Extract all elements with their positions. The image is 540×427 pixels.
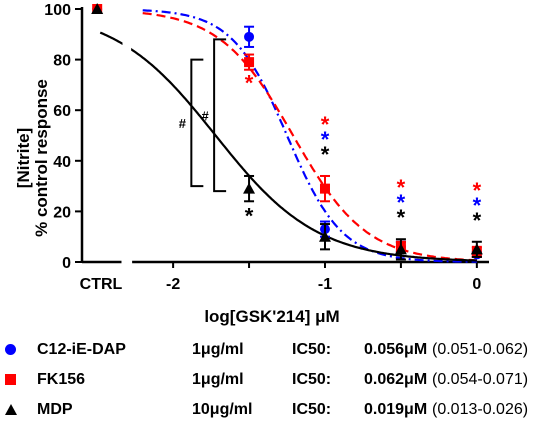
legend-concentration: 1μg/ml	[192, 341, 244, 358]
x-axis-title: log[GSK'214] μM	[204, 307, 339, 326]
circle-marker-icon	[5, 344, 16, 355]
y-axis-title-line-2: % control response	[32, 79, 51, 237]
significance-bracket	[190, 58, 204, 188]
y-tick-label: 20	[53, 204, 71, 221]
fit-curve-mdp	[99, 31, 477, 262]
significance-star-c12-ie-dap: *	[321, 127, 330, 152]
legend-row-mdp: MDP 10μg/ml IC50: 0.019μM (0.013-0.026)	[0, 400, 540, 422]
significance-star-mdp: *	[321, 142, 330, 167]
legend-ic50-interval: (0.013-0.026)	[432, 401, 529, 418]
legend-series-name: MDP	[37, 401, 73, 418]
x-tick-label: -1	[318, 276, 332, 293]
significance-star-fk156: *	[321, 112, 330, 137]
legend-row-c12-ie-dap: C12-iE-DAP 1μg/ml IC50: 0.056μM (0.051-0…	[0, 340, 540, 362]
data-point-mdp	[243, 182, 256, 194]
fit-curve-fk156	[142, 12, 477, 262]
y-tick-label: 80	[53, 53, 71, 70]
data-point-mdp	[318, 230, 331, 242]
significance-bracket	[213, 38, 227, 193]
legend-ic50-interval: (0.051-0.062)	[432, 341, 529, 358]
legend-ic50-interval: (0.054-0.071)	[432, 371, 529, 388]
significance-star-mdp: *	[397, 205, 406, 230]
ctrl-point-mdp	[91, 3, 104, 14]
y-tick-label: 0	[62, 255, 71, 272]
data-point-fk156	[319, 183, 330, 194]
significance-star-c12-ie-dap: *	[397, 190, 406, 215]
legend-ic50-value: 0.056μM	[364, 341, 428, 358]
x-tick-label: -2	[166, 276, 180, 293]
legend-ic50-label: IC50:	[292, 401, 332, 418]
x-tick-label-ctrl: CTRL	[80, 276, 123, 293]
data-point-mdp	[470, 243, 483, 255]
legend-ic50-value: 0.019μM	[364, 401, 428, 418]
data-point-mdp	[394, 243, 407, 255]
square-marker-icon	[5, 374, 16, 385]
significance-star-c12-ie-dap: *	[473, 193, 482, 218]
significance-star-fk156: *	[397, 175, 406, 200]
legend-concentration: 1μg/ml	[192, 371, 244, 388]
axis-break-gap	[122, 29, 132, 268]
legend-concentration: 10μg/ml	[192, 401, 253, 418]
significance-star-mdp: *	[473, 208, 482, 233]
triangle-marker-icon	[5, 404, 17, 415]
legend-series-name: C12-iE-DAP	[37, 341, 126, 358]
hash-annotation: #	[179, 116, 187, 131]
y-tick-label: 40	[53, 154, 71, 171]
significance-star-fk156: *	[473, 178, 482, 203]
y-tick-label: 60	[53, 103, 71, 120]
data-point-c12-ie-dap	[244, 31, 255, 42]
legend-row-fk156: FK156 1μg/ml IC50: 0.062μM (0.054-0.071)	[0, 370, 540, 392]
fit-curve-c12-ie-dap	[142, 9, 477, 263]
x-tick-label: 0	[472, 276, 481, 293]
legend-ic50-label: IC50:	[292, 371, 332, 388]
y-tick-label: 100	[44, 2, 71, 19]
y-axis-title-line-1: [Nitrite]	[14, 128, 33, 188]
hash-annotation: #	[202, 108, 210, 123]
legend-series-name: FK156	[37, 371, 86, 388]
significance-star-fk156: *	[245, 71, 254, 96]
legend-ic50-value: 0.062μM	[364, 371, 428, 388]
significance-star-mdp: *	[245, 203, 254, 228]
legend-ic50-label: IC50:	[292, 341, 332, 358]
data-point-fk156	[244, 57, 255, 68]
